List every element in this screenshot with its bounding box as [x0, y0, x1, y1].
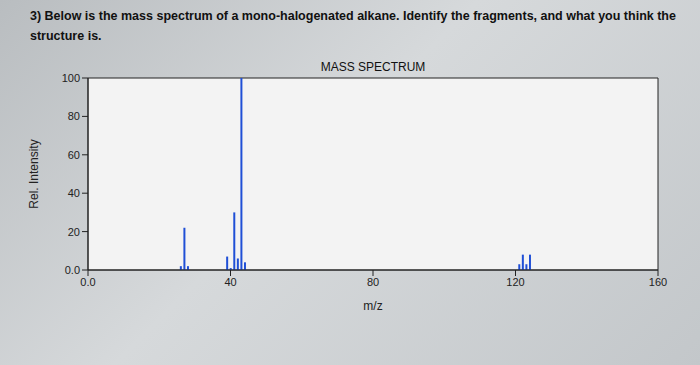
html-text:structure is.: structure is. [30, 29, 102, 43]
svg-text:160: 160 [649, 276, 667, 288]
svg-text:60: 60 [68, 149, 80, 161]
svg-text:Rel. Intensity: Rel. Intensity [27, 139, 41, 208]
svg-text:100: 100 [62, 72, 80, 84]
svg-text:20: 20 [68, 226, 80, 238]
svg-text:80: 80 [68, 110, 80, 122]
html-text:MASS SPECTRUM: MASS SPECTRUM [320, 60, 426, 74]
svg-text:0.0: 0.0 [80, 276, 95, 288]
svg-text:80: 80 [367, 276, 379, 288]
svg-text:m/z: m/z [363, 299, 382, 313]
svg-text:0.0: 0.0 [65, 264, 80, 276]
svg-text:40: 40 [68, 187, 80, 199]
svg-text:120: 120 [506, 276, 524, 288]
svg-text:40: 40 [224, 276, 236, 288]
html-text:3) Below is the mass spectrum: 3) Below is the mass spectrum of a mono-… [30, 9, 676, 23]
